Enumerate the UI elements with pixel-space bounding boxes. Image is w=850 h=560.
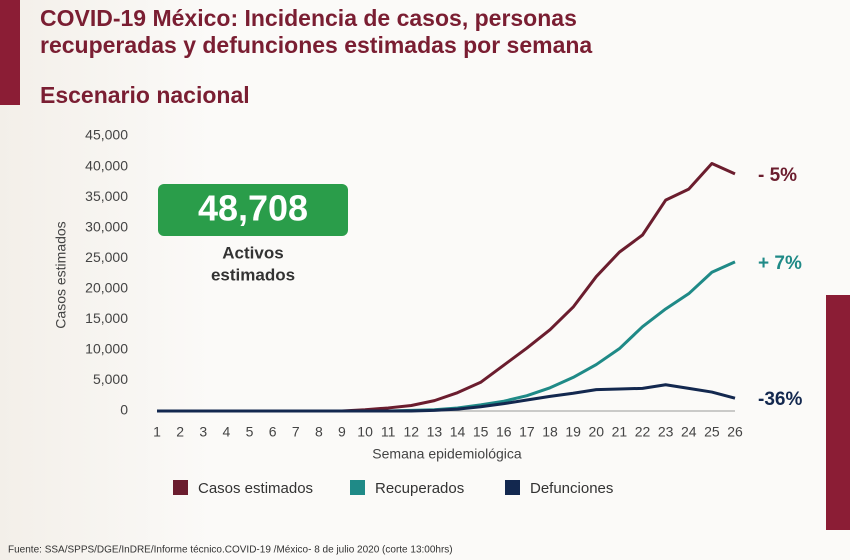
- x-tick-label: 9: [338, 424, 346, 440]
- x-tick-label: 13: [427, 424, 443, 440]
- y-tick-label: 30,000: [85, 218, 128, 234]
- x-tick-label: 21: [612, 424, 628, 440]
- end-label: -36%: [758, 389, 802, 410]
- x-tick-label: 18: [542, 424, 558, 440]
- decor-bar: [826, 295, 850, 530]
- x-tick-label: 12: [404, 424, 420, 440]
- x-tick-label: 22: [635, 424, 651, 440]
- y-axis-title: Casos estimados: [53, 221, 69, 328]
- kpi-label: Activos: [222, 243, 283, 262]
- legend-swatch: [505, 480, 520, 495]
- x-tick-label: 16: [496, 424, 512, 440]
- legend-label: Defunciones: [530, 480, 613, 497]
- y-tick-label: 45,000: [85, 127, 128, 143]
- x-tick-label: 23: [658, 424, 674, 440]
- y-tick-label: 25,000: [85, 249, 128, 265]
- decor-bar: [0, 0, 20, 105]
- x-tick-label: 6: [269, 424, 277, 440]
- x-tick-label: 17: [519, 424, 535, 440]
- y-tick-label: 5,000: [93, 371, 128, 387]
- x-tick-label: 20: [588, 424, 604, 440]
- x-tick-label: 15: [473, 424, 489, 440]
- y-tick-label: 20,000: [85, 279, 128, 295]
- x-tick-label: 8: [315, 424, 323, 440]
- x-tick-label: 2: [176, 424, 184, 440]
- legend-swatch: [350, 480, 365, 495]
- legend-swatch: [173, 480, 188, 495]
- y-tick-label: 10,000: [85, 341, 128, 357]
- x-tick-label: 24: [681, 424, 697, 440]
- y-tick-label: 35,000: [85, 188, 128, 204]
- series-line: [157, 383, 736, 413]
- y-tick-label: 15,000: [85, 310, 128, 326]
- x-tick-label: 11: [381, 424, 396, 440]
- chart-title: recuperadas y defunciones estimadas por …: [40, 32, 592, 58]
- kpi-box: [158, 184, 348, 236]
- x-tick-label: 19: [565, 424, 581, 440]
- end-label: + 7%: [758, 253, 802, 274]
- chart-title: COVID-19 México: Incidencia de casos, pe…: [40, 5, 577, 31]
- x-tick-label: 14: [450, 424, 466, 440]
- kpi-value: 48,708: [198, 188, 308, 229]
- end-label: - 5%: [758, 165, 797, 186]
- source: Fuente: SSA/SPPS/DGE/InDRE/Informe técni…: [8, 545, 453, 556]
- x-tick-label: 26: [727, 424, 743, 440]
- x-tick-label: 3: [199, 424, 207, 440]
- legend-label: Recuperados: [375, 480, 464, 497]
- x-tick-label: 7: [292, 424, 300, 440]
- x-tick-label: 5: [246, 424, 254, 440]
- y-tick-label: 40,000: [85, 157, 128, 173]
- x-tick-label: 4: [222, 424, 230, 440]
- legend-label: Casos estimados: [198, 480, 313, 497]
- x-tick-label: 25: [704, 424, 720, 440]
- x-tick-label: 1: [153, 424, 161, 440]
- kpi-label: estimados: [211, 265, 295, 284]
- x-axis-title: Semana epidemiológica: [372, 446, 522, 462]
- x-tick-label: 10: [357, 424, 373, 440]
- y-tick-label: 0: [120, 402, 128, 418]
- chart-subtitle: Escenario nacional: [40, 82, 250, 108]
